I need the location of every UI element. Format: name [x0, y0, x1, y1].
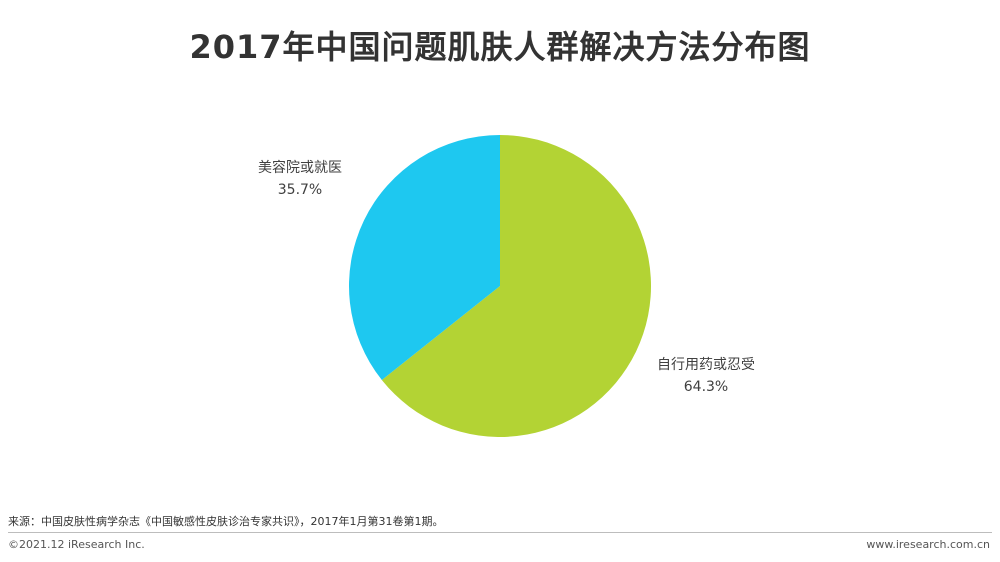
slice-label-name: 自行用药或忍受: [657, 357, 755, 373]
footer-divider: [8, 532, 992, 533]
slice-label-value: 64.3%: [683, 379, 729, 395]
slice-label-self-medication: 自行用药或忍受 64.3%: [650, 354, 762, 398]
pie-slice-1: [348, 135, 500, 381]
slice-label-value: 35.7%: [277, 182, 323, 198]
pie-slice-0: [381, 135, 652, 437]
slice-label-salon-or-doctor: 美容院或就医 35.7%: [250, 157, 350, 201]
chart-title: 2017年中国问题肌肤人群解决方法分布图: [189, 28, 811, 66]
website-link[interactable]: www.iresearch.com.cn: [866, 538, 990, 551]
copyright: ©2021.12 iResearch Inc.: [8, 538, 145, 551]
source-note: 来源：中国皮肤性病学杂志《中国敏感性皮肤诊治专家共识》，2017年1月第31卷第…: [8, 515, 444, 528]
slice-label-name: 美容院或就医: [258, 160, 342, 176]
